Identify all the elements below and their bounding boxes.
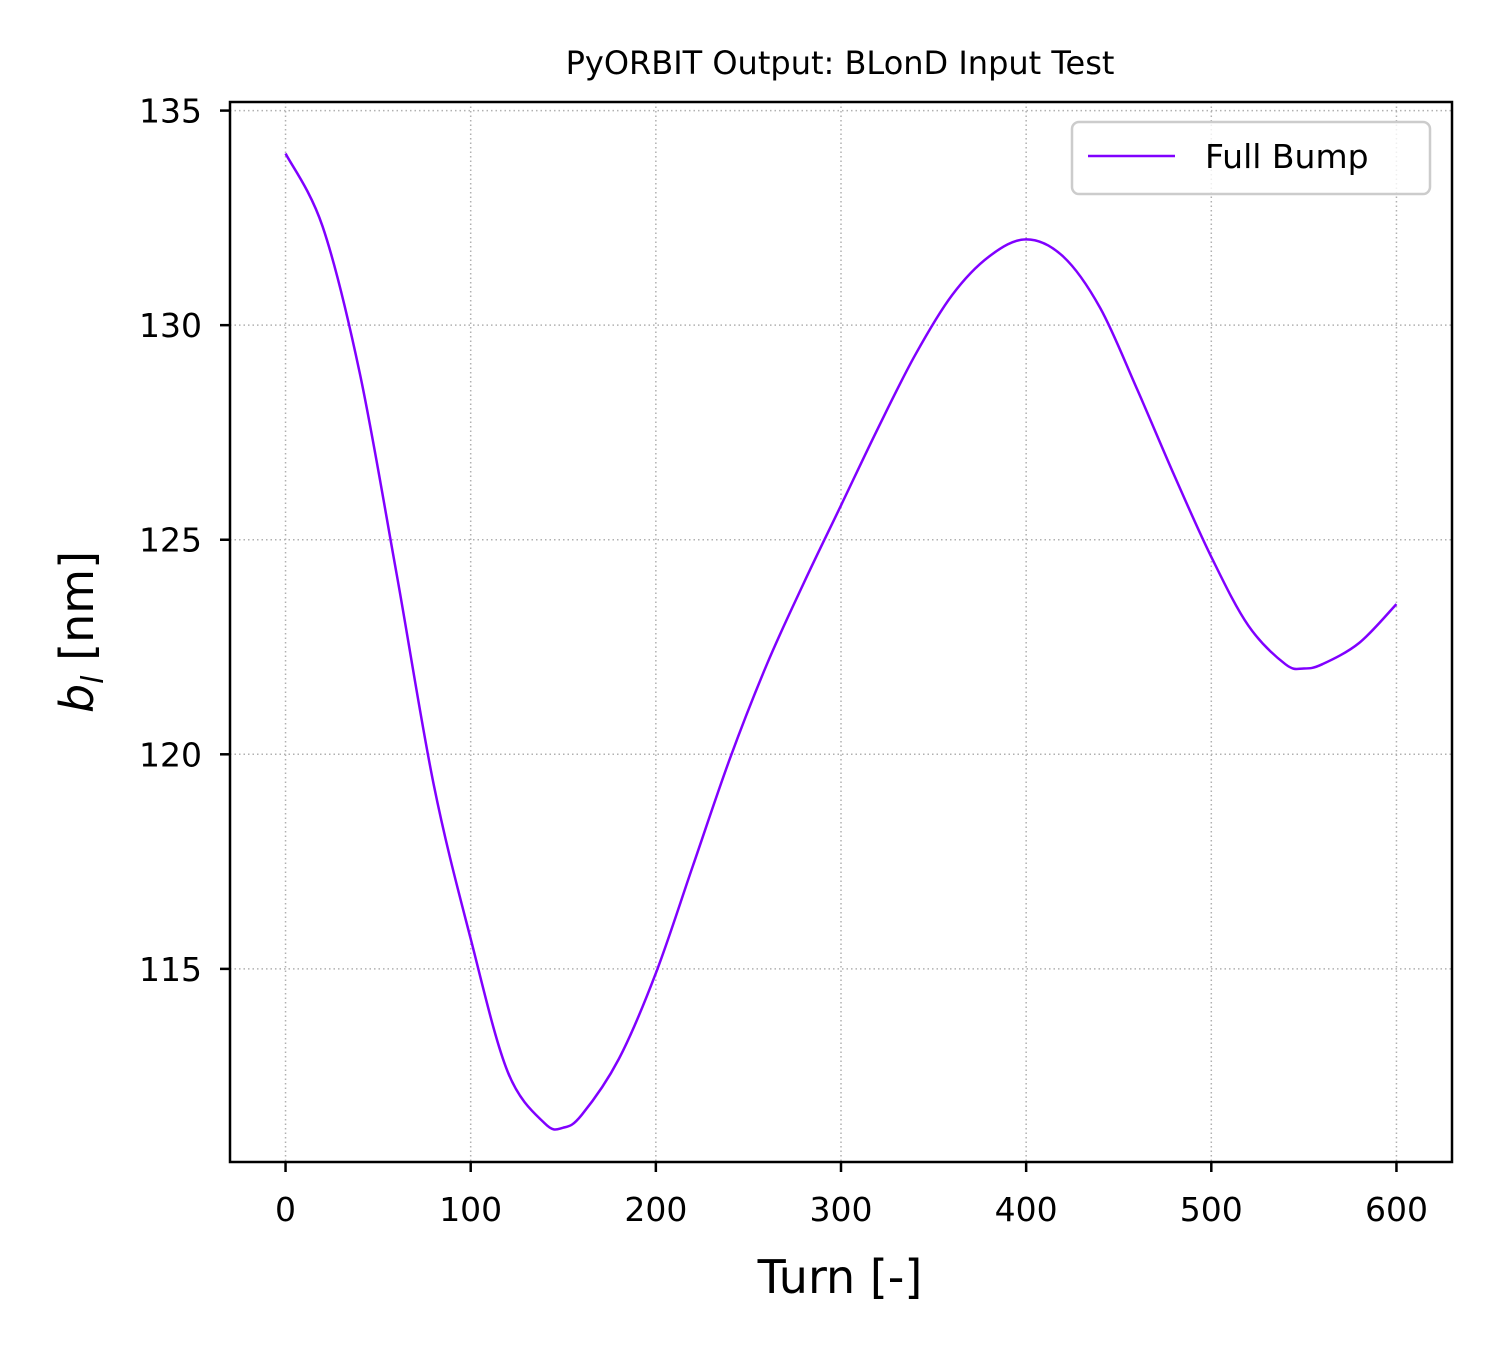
chart-title: PyORBIT Output: BLonD Input Test <box>566 44 1115 82</box>
x-tick-label: 200 <box>624 1190 687 1229</box>
x-tick-label: 500 <box>1180 1190 1243 1229</box>
legend: Full Bump <box>1070 120 1432 196</box>
y-axis-label-unit: [nm] <box>50 551 104 675</box>
series-line-full-bump <box>284 152 1398 1131</box>
y-tick-label: 125 <box>139 521 202 560</box>
series-layer <box>284 152 1398 1131</box>
x-tick-label: 600 <box>1365 1190 1428 1229</box>
x-tick-label: 400 <box>995 1190 1058 1229</box>
y-tick-label: 120 <box>139 735 202 774</box>
legend-box <box>1070 120 1432 196</box>
y-axis-label: bl [nm] <box>50 551 111 713</box>
x-tick-label: 0 <box>275 1190 296 1229</box>
y-tick-label: 130 <box>139 306 202 345</box>
x-tick-label: 300 <box>810 1190 873 1229</box>
x-tick-label: 100 <box>439 1190 502 1229</box>
grid-lines <box>230 102 1452 1162</box>
legend-label: Full Bump <box>1205 137 1369 176</box>
y-axis-label-symbol: b <box>50 684 104 713</box>
y-tick-label: 135 <box>139 92 202 131</box>
y-axis-label-subscript: l <box>76 675 111 684</box>
axis-ticks: 0 100 200 300 400 500 600 115 120 125 130 135 <box>139 92 1428 1229</box>
x-axis-label: Turn [-] <box>757 1250 923 1304</box>
y-tick-label: 115 <box>139 950 202 989</box>
